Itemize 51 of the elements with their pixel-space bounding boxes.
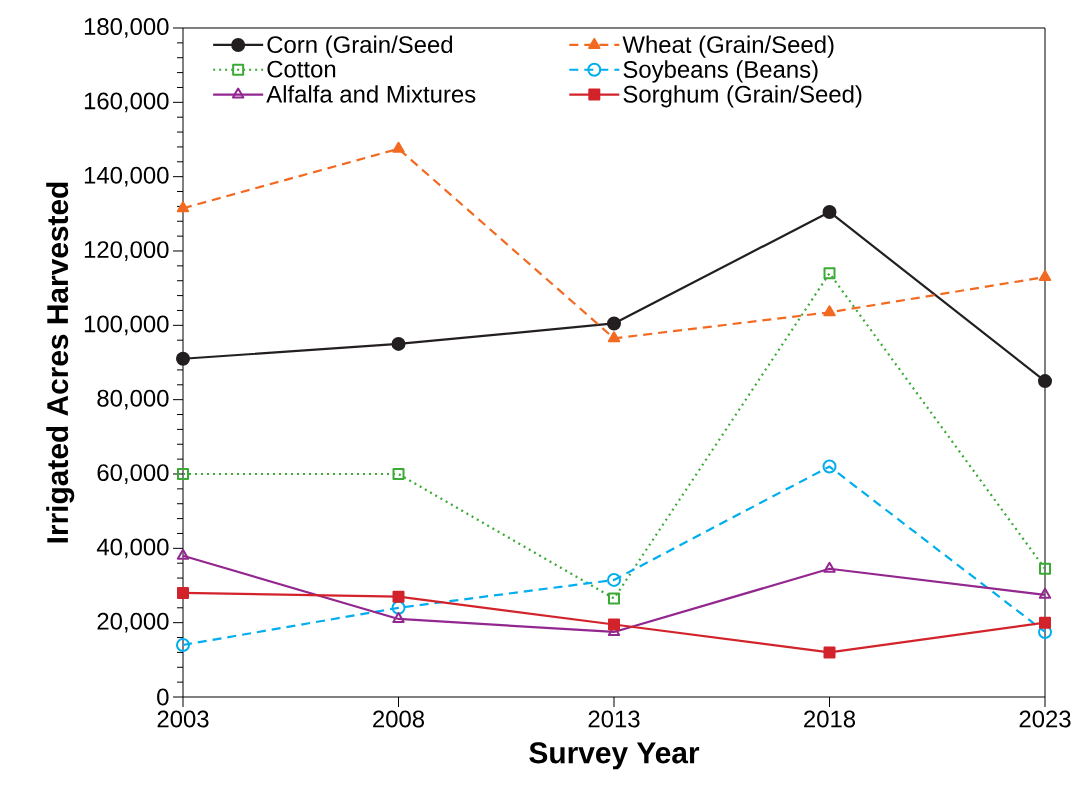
y-tick-label: 140,000 bbox=[84, 166, 169, 187]
point bbox=[392, 611, 405, 623]
point bbox=[176, 637, 190, 652]
point bbox=[176, 201, 190, 213]
y-tick-label: 20,000 bbox=[97, 612, 169, 633]
x-axis-title: Survey Year bbox=[529, 742, 700, 770]
point bbox=[177, 468, 189, 480]
point bbox=[822, 459, 837, 474]
point bbox=[608, 592, 620, 605]
point bbox=[823, 561, 836, 573]
point bbox=[176, 351, 190, 366]
y-axis-title: Irrigated Acres Harvested bbox=[46, 182, 75, 543]
point bbox=[1038, 374, 1053, 389]
legend-label: Corn (Grain/Seed bbox=[267, 35, 453, 58]
point bbox=[607, 316, 621, 331]
point bbox=[177, 586, 189, 599]
point bbox=[392, 468, 405, 480]
point bbox=[822, 204, 837, 219]
point bbox=[391, 600, 406, 615]
y-tick-label: 180,000 bbox=[84, 18, 169, 38]
point bbox=[1039, 616, 1052, 629]
y-tick-label: 160,000 bbox=[84, 92, 169, 113]
x-tick-label: 2003 bbox=[157, 710, 209, 728]
point bbox=[608, 618, 620, 631]
y-tick-label: 60,000 bbox=[97, 464, 169, 484]
point bbox=[176, 548, 190, 560]
y-tick-label: 40,000 bbox=[96, 538, 169, 559]
legend-label: Sorghum (Grain/Seed) bbox=[623, 85, 862, 108]
legend-label: Alfalfa and Mixtures bbox=[266, 85, 476, 103]
point bbox=[1039, 562, 1052, 575]
point bbox=[607, 572, 621, 587]
legend-label: Wheat (Grain/Seed) bbox=[622, 35, 834, 58]
point bbox=[823, 646, 836, 659]
point bbox=[1038, 270, 1052, 282]
point bbox=[607, 331, 621, 343]
point bbox=[391, 336, 406, 351]
x-tick-label: 2013 bbox=[588, 710, 640, 728]
point bbox=[1038, 587, 1052, 599]
legend-label: Soybeans (Beans) bbox=[623, 60, 818, 83]
y-tick-label: 0 bbox=[157, 688, 169, 706]
x-tick-label: 2018 bbox=[804, 710, 856, 728]
point bbox=[392, 141, 405, 153]
y-tick-label: 100,000 bbox=[84, 315, 169, 336]
point bbox=[823, 305, 836, 317]
y-tick-label: 120,000 bbox=[84, 241, 169, 261]
point bbox=[823, 267, 836, 280]
x-tick-label: 2008 bbox=[373, 710, 425, 728]
x-tick-label: 2023 bbox=[1019, 710, 1071, 728]
legend-label: Cotton bbox=[267, 60, 336, 78]
y-tick-label: 80,000 bbox=[97, 389, 169, 410]
point bbox=[392, 590, 405, 603]
